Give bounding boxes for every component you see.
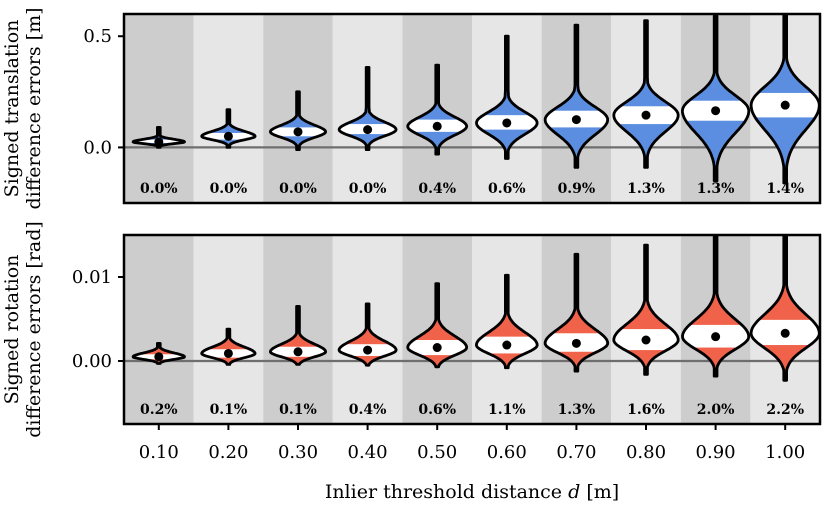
- median-dot: [293, 127, 303, 137]
- violin-outline: [131, 126, 186, 149]
- x-tick-label: 0.10: [139, 442, 179, 463]
- violin-body: [407, 65, 467, 155]
- outlier-percentage-label: 0.9%: [558, 181, 596, 197]
- violin-outline: [543, 23, 609, 169]
- median-dot: [571, 115, 581, 125]
- x-tick-label: 1.00: [765, 442, 805, 463]
- median-dot: [711, 332, 721, 342]
- violin-outline: [406, 63, 469, 156]
- median-dot: [363, 125, 373, 135]
- y-tick-label: 0.5: [83, 26, 112, 47]
- outlier-percentage-label: 0.0%: [140, 181, 178, 197]
- outlier-percentage-label: 0.0%: [349, 181, 387, 197]
- x-axis-title: Inlier threshold distance d [m]: [325, 481, 619, 503]
- median-dot: [223, 348, 233, 358]
- median-dot: [363, 345, 373, 355]
- violin-outline: [200, 108, 257, 149]
- y-axis-title: Signed rotationdifference errors [rad]: [1, 221, 45, 438]
- x-tick-label: 0.70: [556, 442, 596, 463]
- outlier-percentage-label: 0.6%: [488, 181, 526, 197]
- outlier-percentage-label: 1.3%: [627, 181, 665, 197]
- violin-outline: [337, 66, 398, 151]
- x-tick-label: 0.30: [278, 442, 318, 463]
- y-tick-label: 0.00: [72, 351, 112, 372]
- x-tick-label: 0.90: [696, 442, 736, 463]
- x-tick-label: 0.50: [417, 442, 457, 463]
- y-tick-label: 0.0: [83, 137, 112, 158]
- violin-outline: [475, 34, 539, 160]
- median-dot: [641, 335, 651, 345]
- median-dot: [780, 100, 790, 110]
- outlier-percentage-label: 0.2%: [140, 402, 178, 418]
- outlier-percentage-label: 1.1%: [488, 402, 526, 418]
- violin-outline: [749, 14, 820, 185]
- outlier-percentage-label: 0.1%: [279, 402, 317, 418]
- panel-frame: [122, 233, 822, 426]
- median-dot: [432, 121, 442, 131]
- x-tick-label: 0.60: [487, 442, 527, 463]
- outlier-percentage-label: 0.1%: [210, 402, 248, 418]
- violin-outline: [269, 90, 327, 151]
- violin-outline: [269, 305, 327, 366]
- violin-outline: [543, 252, 610, 373]
- violin-body: [613, 20, 679, 168]
- median-dot: [223, 131, 233, 141]
- x-tick-label: 0.80: [626, 442, 666, 463]
- median-dot: [571, 338, 581, 348]
- violin-outline: [131, 342, 186, 365]
- outlier-percentage-label: 0.4%: [418, 181, 456, 197]
- violin-outline: [475, 273, 539, 370]
- panel-frame: [122, 12, 822, 205]
- violin-outline: [681, 14, 751, 183]
- y-tick-label: 0.01: [72, 267, 112, 288]
- median-dot: [293, 347, 303, 357]
- median-dot: [432, 343, 442, 353]
- outlier-percentage-label: 2.2%: [766, 402, 804, 418]
- violin-outline: [612, 19, 680, 169]
- rotation-panel: 0.2% 0.1% 0.1% 0.4% 0.6% 1.1% 1.3% 1.6% 2.0% 2.2%…: [1, 221, 822, 438]
- median-dot: [154, 352, 164, 362]
- outlier-percentage-label: 0.0%: [210, 181, 248, 197]
- x-tick-label: 0.20: [208, 442, 248, 463]
- violin-outline: [612, 243, 680, 376]
- median-dot: [641, 110, 651, 120]
- median-dot: [502, 340, 512, 350]
- outlier-percentage-label: 2.0%: [697, 402, 735, 418]
- median-dot: [780, 328, 790, 338]
- violin-outline: [200, 327, 257, 366]
- outlier-percentage-label: 0.0%: [279, 181, 317, 197]
- translation-panel: 0.0% 0.0% 0.0% 0.0% 0.4% 0.6% 0.9% 1.3% 1.3% 1.4%…: [1, 7, 822, 210]
- median-dot: [711, 106, 721, 116]
- x-axis: 0.10 0.20 0.30 0.40 0.50 0.60 0.70 0.80 0.90 1.00: [139, 424, 805, 463]
- x-tick-label: 0.40: [348, 442, 388, 463]
- outlier-percentage-label: 1.6%: [627, 402, 665, 418]
- outlier-percentage-label: 1.3%: [558, 402, 596, 418]
- y-axis-title: Signed translationdifference errors [m]: [1, 7, 45, 209]
- median-dot: [154, 137, 164, 147]
- background-band: [124, 14, 194, 203]
- outlier-percentage-label: 0.6%: [418, 402, 456, 418]
- violin-outline: [337, 302, 398, 367]
- median-dot: [502, 118, 512, 128]
- violin-outline: [406, 282, 468, 369]
- outlier-percentage-label: 1.4%: [766, 181, 804, 197]
- outlier-percentage-label: 0.4%: [349, 402, 387, 418]
- violin-outline: [681, 235, 751, 378]
- outlier-percentage-label: 1.3%: [697, 181, 735, 197]
- background-band: [124, 235, 194, 424]
- violin-body: [545, 25, 608, 168]
- violin-body: [682, 16, 749, 181]
